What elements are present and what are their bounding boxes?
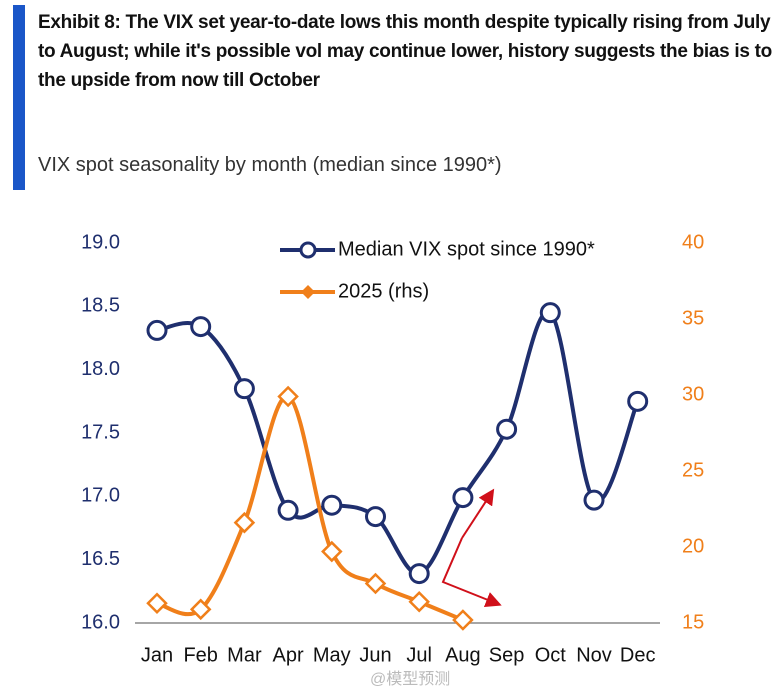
data-point bbox=[190, 316, 212, 338]
y2-tick-label: 30 bbox=[682, 383, 704, 405]
x-tick-label: Sep bbox=[489, 644, 525, 666]
y2-tick-label: 20 bbox=[682, 535, 704, 557]
chart-subtitle: VIX spot seasonality by month (median si… bbox=[38, 154, 502, 176]
y-tick-label: 18.5 bbox=[81, 295, 120, 317]
legend-marker bbox=[301, 285, 315, 299]
data-point bbox=[233, 511, 256, 534]
legend-label: 2025 (rhs) bbox=[338, 280, 429, 302]
chart-title: Exhibit 8: The VIX set year-to-date lows… bbox=[38, 12, 772, 91]
annotation-arrow bbox=[441, 537, 502, 607]
x-tick-label: May bbox=[313, 644, 351, 666]
data-point bbox=[189, 598, 212, 621]
x-tick-label: Feb bbox=[183, 644, 217, 666]
data-point bbox=[408, 563, 430, 585]
data-point bbox=[146, 319, 168, 341]
y-tick-label: 16.0 bbox=[81, 611, 120, 633]
data-point bbox=[364, 572, 387, 595]
data-point bbox=[321, 540, 343, 563]
x-tick-label: Oct bbox=[535, 644, 567, 666]
y2-tick-label: 25 bbox=[682, 459, 704, 481]
y-tick-label: 17.0 bbox=[81, 485, 120, 507]
series-line bbox=[156, 309, 640, 576]
x-tick-label: Jan bbox=[141, 644, 173, 666]
y-tick-label: 19.0 bbox=[81, 231, 120, 253]
data-point bbox=[321, 494, 343, 516]
data-point bbox=[365, 506, 386, 528]
data-point bbox=[277, 385, 299, 408]
accent-bar bbox=[13, 5, 25, 190]
y-tick-label: 18.0 bbox=[81, 358, 120, 380]
y2-tick-label: 40 bbox=[682, 231, 704, 253]
data-point bbox=[583, 489, 605, 511]
data-point bbox=[146, 592, 168, 615]
y2-tick-label: 15 bbox=[682, 611, 704, 633]
legend-label: Median VIX spot since 1990* bbox=[338, 238, 595, 260]
x-tick-label: Jul bbox=[406, 644, 432, 666]
x-tick-label: Aug bbox=[445, 644, 481, 666]
x-tick-label: Apr bbox=[273, 644, 304, 666]
data-point bbox=[452, 609, 474, 631]
data-point bbox=[452, 487, 474, 509]
y2-tick-label: 35 bbox=[682, 307, 704, 329]
x-tick-label: Jun bbox=[359, 644, 391, 666]
data-point bbox=[408, 590, 430, 613]
data-point bbox=[496, 418, 518, 440]
y-tick-label: 17.5 bbox=[81, 421, 120, 443]
data-point bbox=[627, 390, 649, 412]
data-point bbox=[539, 302, 561, 324]
data-point bbox=[277, 499, 299, 521]
y-tick-label: 16.5 bbox=[81, 548, 120, 570]
data-point bbox=[233, 378, 255, 400]
annotation-arrow bbox=[461, 488, 495, 539]
watermark: @模型预测 bbox=[370, 670, 450, 688]
x-tick-label: Dec bbox=[620, 644, 656, 666]
series-line bbox=[156, 394, 464, 622]
x-tick-label: Nov bbox=[576, 644, 612, 666]
x-tick-label: Mar bbox=[227, 644, 262, 666]
legend-marker bbox=[299, 241, 317, 259]
